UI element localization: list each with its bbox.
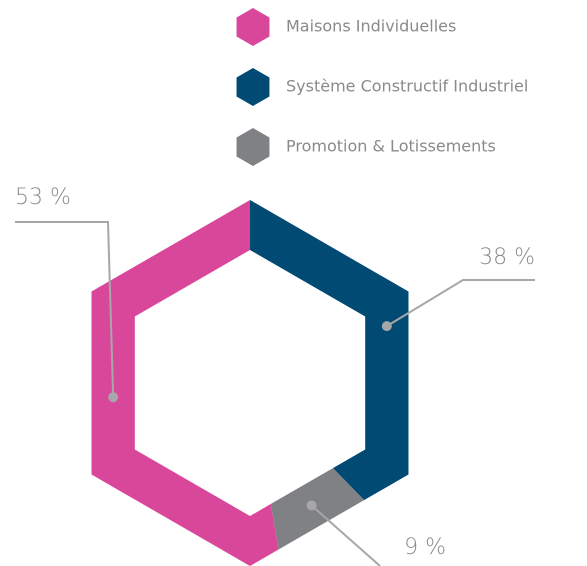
legend-label: Promotion & Lotissements	[286, 137, 496, 156]
legend-swatch	[236, 128, 270, 166]
legend-label: Système Constructif Industriel	[286, 77, 528, 96]
leader-dot	[381, 321, 392, 332]
segment	[91, 200, 279, 566]
leader-line	[15, 221, 115, 398]
legend-swatch	[236, 8, 270, 46]
legend-label: Maisons Individuelles	[286, 17, 456, 36]
leader-dot	[108, 392, 119, 403]
leader-line	[310, 504, 381, 566]
segment	[270, 468, 365, 550]
value-label: 53 %	[15, 185, 71, 210]
value-label: 9 %	[404, 535, 446, 560]
segment	[250, 200, 409, 501]
legend-swatch	[236, 68, 270, 106]
leader-line	[386, 279, 535, 327]
value-label: 38 %	[479, 245, 535, 270]
leader-dot	[306, 500, 317, 511]
